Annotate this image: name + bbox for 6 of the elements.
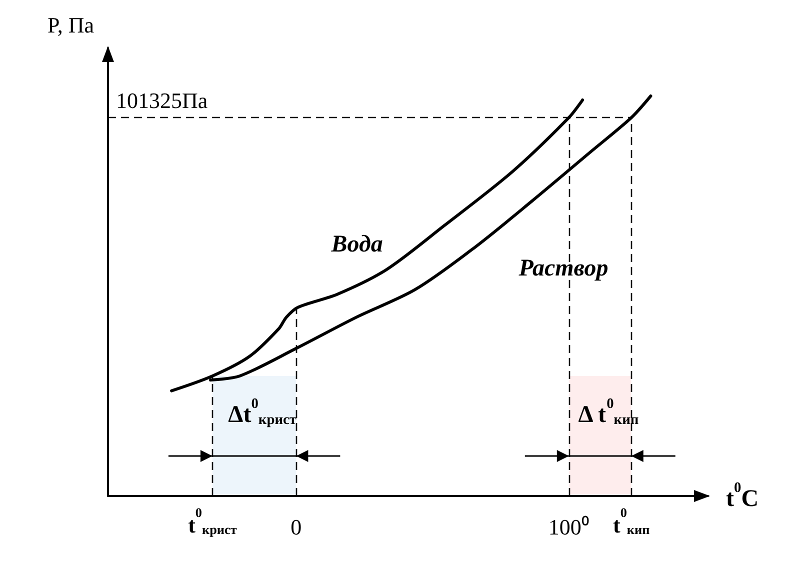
x-tick-label: 100⁰ xyxy=(548,514,590,540)
ref-line-label: 101325Па xyxy=(116,88,208,114)
series-label: Вода xyxy=(330,231,383,258)
series-label: Раствор xyxy=(518,255,608,282)
x-tick-label: 0 xyxy=(290,514,302,540)
y-axis-title: P, Па xyxy=(48,12,94,38)
